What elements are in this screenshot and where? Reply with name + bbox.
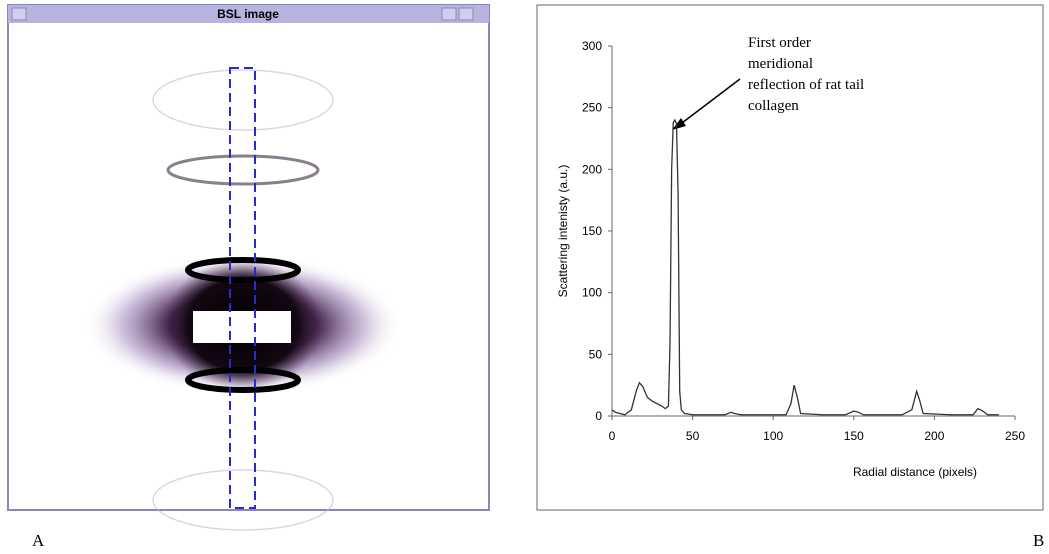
x-tick-label: 150: [844, 429, 864, 443]
annotation-line: reflection of rat tail: [748, 77, 864, 93]
annotation: First order meridional reflection of rat t…: [748, 35, 864, 114]
annotation-line: First order: [748, 35, 811, 51]
y-tick-label: 100: [582, 286, 602, 300]
y-tick-label: 50: [589, 347, 603, 361]
panel-label: A: [32, 531, 45, 550]
arrow-head: [672, 118, 686, 130]
annotation-line: collagen: [748, 98, 799, 114]
menu-button[interactable]: [11, 7, 27, 21]
arrow: [677, 78, 741, 127]
arc: [152, 69, 334, 131]
panel-label: B: [1033, 531, 1044, 550]
diffraction-image: [83, 67, 403, 531]
x-tick-label: 200: [924, 429, 944, 443]
y-tick-label: 250: [582, 101, 602, 115]
arc: [152, 469, 334, 531]
arc: [166, 154, 320, 186]
chart-frame: [536, 4, 1044, 511]
title-bar: [8, 5, 489, 23]
window: BSL image: [7, 4, 490, 531]
selection-box[interactable]: [229, 67, 256, 509]
maximize-button[interactable]: [458, 7, 474, 21]
x-tick-label: 50: [686, 429, 700, 443]
y-tick-label: 300: [582, 39, 602, 53]
y-tick-label: 0: [595, 409, 602, 423]
x-tick-label: 0: [609, 429, 616, 443]
ring: [185, 257, 301, 283]
beamstop: [193, 311, 291, 343]
y-tick-label: 200: [582, 162, 602, 176]
minimize-button[interactable]: [441, 7, 457, 21]
window-title: BSL image: [217, 7, 279, 21]
x-tick-label: 250: [1005, 429, 1025, 443]
x-tick-label: 100: [763, 429, 783, 443]
y-tick-label: 150: [582, 224, 602, 238]
x-axis-label: Radial distance (pixels): [853, 465, 977, 479]
data-line: [611, 118, 999, 416]
ring: [185, 367, 301, 393]
y-axis-label: Scattering intenisty (a.u.): [556, 165, 570, 298]
annotation-line: meridional: [748, 56, 813, 72]
